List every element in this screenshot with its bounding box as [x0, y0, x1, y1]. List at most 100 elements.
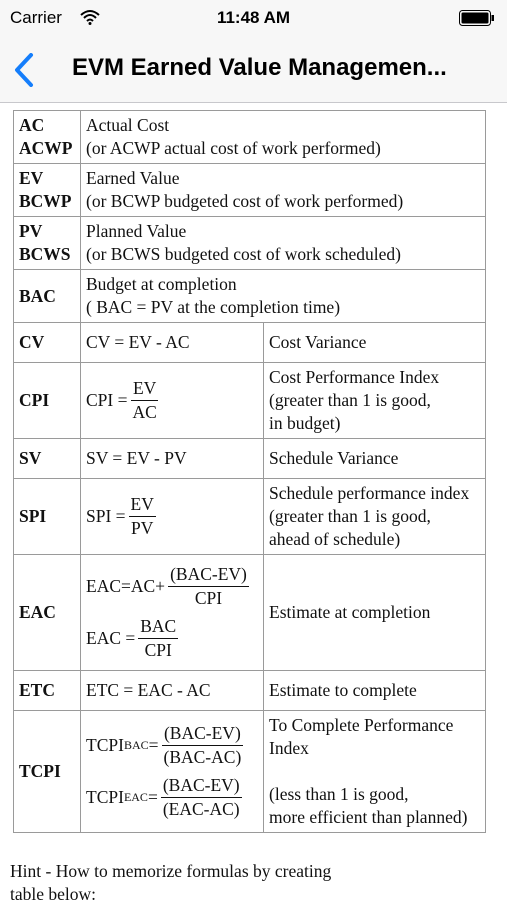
meaning-line: (greater than 1 is good,: [269, 506, 431, 526]
formula-cell: CV = EV - AC: [80, 322, 264, 363]
desc-line: (or BCWS budgeted cost of work scheduled…: [86, 244, 401, 264]
formula-cell: CPI = EV AC: [80, 362, 264, 439]
abbr-line: ETC: [19, 680, 55, 700]
denominator: (BAC-AC): [163, 747, 242, 767]
formula: ETC = EAC - AC: [86, 679, 258, 702]
desc-line: Planned Value: [86, 221, 187, 241]
hint-line: Hint - How to memorize formulas by creat…: [10, 861, 332, 881]
table-row: CPI CPI = EV AC Cost Performance Index (great…: [13, 362, 486, 439]
carrier: Carrier: [10, 8, 62, 27]
table-row: EAC EAC=AC+ (BAC-EV) CPI EAC = BAC CPI Estimate…: [13, 554, 486, 671]
abbr-line: CV: [19, 332, 45, 352]
desc-line: (or BCWP budgeted cost of work performed…: [86, 191, 404, 211]
formula-lhs: TCPI: [86, 735, 124, 755]
abbr-cell: SV: [13, 438, 81, 479]
desc-line: Budget at completion: [86, 274, 237, 294]
abbr-line: EAC: [19, 602, 56, 622]
denominator: (EAC-AC): [162, 799, 240, 819]
formula: EAC=AC+ (BAC-EV) CPI: [86, 563, 258, 610]
table-row: SPI SPI = EV PV Schedule performance index (g…: [13, 478, 486, 555]
nav-bar: EVM Earned Value Managemen...: [0, 36, 507, 103]
formula-text: CV = EV - AC: [86, 332, 190, 352]
abbr-line: PV: [19, 221, 43, 241]
numerator: (BAC-EV): [160, 774, 242, 798]
numerator: EV: [128, 493, 156, 517]
abbr-cell: BAC: [13, 269, 81, 323]
abbr-line: BAC: [19, 285, 56, 306]
denominator: CPI: [194, 588, 223, 608]
abbr-line: BCWS: [19, 244, 71, 264]
abbr-cell: ETC: [13, 670, 81, 711]
numerator: EV: [130, 377, 159, 401]
formula-cell: SPI = EV PV: [80, 478, 264, 555]
note-line: (less than 1 is good,: [269, 784, 409, 804]
denominator: CPI: [144, 640, 172, 660]
fraction: (BAC-EV) (EAC-AC): [160, 774, 242, 821]
desc-cell: Budget at completion ( BAC = PV at the co…: [80, 269, 486, 323]
formula-cell: EAC=AC+ (BAC-EV) CPI EAC = BAC CPI: [80, 554, 264, 671]
formula-lhs: TCPI: [86, 787, 124, 807]
formula-eq: =: [147, 787, 158, 807]
abbr-line: AC: [19, 115, 45, 135]
table-row: SV SV = EV - PV Schedule Variance: [13, 438, 486, 479]
formula: TCPI EAC = (BAC-EV) (EAC-AC): [86, 774, 258, 821]
desc-cell: Actual Cost (or ACWP actual cost of work …: [80, 110, 486, 164]
formula-lhs: EAC =: [86, 628, 136, 648]
status-bar: Carrier 11:48 AM: [0, 0, 507, 36]
desc-line: ( BAC = PV at the completion time): [86, 297, 341, 317]
abbr-cell: SPI: [13, 478, 81, 555]
meaning-cell: Cost Performance Index (greater than 1 is…: [263, 362, 486, 439]
desc-cell: Earned Value (or BCWP budgeted cost of wo…: [80, 163, 486, 217]
formula-cell: TCPI BAC = (BAC-EV) (BAC-AC) TCPI EAC = (BAC-EV)…: [80, 710, 264, 833]
formula-sub: BAC: [123, 738, 149, 752]
numerator: (BAC-EV): [168, 563, 249, 587]
abbr-cell: CPI: [13, 362, 81, 439]
abbr-line: CPI: [19, 390, 50, 410]
evm-table: AC ACWP Actual Cost (or ACWP actual cost of…: [13, 110, 486, 833]
meaning-line: (greater than 1 is good,: [269, 390, 431, 410]
numerator: BAC: [138, 615, 179, 639]
meaning-cell: Schedule Variance: [263, 438, 486, 479]
formula-lhs: CPI =: [86, 390, 128, 410]
abbr-cell: AC ACWP: [13, 110, 81, 164]
abbr-cell: CV: [13, 322, 81, 363]
clock: 11:48 AM: [216, 8, 291, 27]
denominator: PV: [131, 518, 154, 538]
desc-line: (or ACWP actual cost of work performed): [86, 138, 381, 158]
formula-sub: EAC: [123, 790, 148, 804]
meaning-line: Estimate at completion: [269, 602, 431, 622]
battery-icon: [459, 10, 494, 26]
fraction: (BAC-EV) (BAC-AC): [161, 722, 244, 769]
hint: Hint - How to memorize formulas by creat…: [10, 860, 331, 906]
formula-cell: SV = EV - PV: [80, 438, 264, 479]
denominator: AC: [132, 402, 157, 422]
abbr-line: SV: [19, 448, 42, 468]
meaning-line: in budget): [269, 413, 341, 433]
table-body: AC ACWP Actual Cost (or ACWP actual cost of…: [13, 110, 486, 833]
numerator: (BAC-EV): [161, 722, 243, 746]
meaning-line: Index: [269, 738, 309, 758]
abbr-line: BCWP: [19, 191, 72, 211]
fraction: (BAC-EV) CPI: [168, 563, 249, 610]
formula: SPI = EV PV: [86, 493, 258, 540]
abbr-cell: PV BCWS: [13, 216, 81, 270]
wifi-icon: [80, 10, 100, 25]
formula: CPI = EV AC: [86, 377, 258, 424]
fraction: EV PV: [128, 493, 156, 540]
meaning-cell: Cost Variance: [263, 322, 486, 363]
formula-lhs: EAC=AC+: [86, 576, 166, 596]
abbr-cell: EV BCWP: [13, 163, 81, 217]
formula-text: SV = EV - PV: [86, 448, 187, 468]
table-row: TCPI TCPI BAC = (BAC-EV) (BAC-AC) TCPI EAC = (BAC…: [13, 710, 486, 833]
abbr-line: EV: [19, 168, 44, 188]
note: (less than 1 is good, more efficient than…: [269, 783, 480, 829]
meaning-cell: Estimate at completion: [263, 554, 486, 671]
abbr-line: TCPI: [19, 761, 61, 781]
note-line: more efficient than planned): [269, 807, 468, 827]
back-button[interactable]: [12, 53, 36, 87]
abbr-line: SPI: [19, 506, 47, 526]
nav-title: EVM Earned Value Managemen...: [72, 54, 447, 81]
meaning-cell: To Complete Performance Index (less than 1…: [263, 710, 486, 833]
